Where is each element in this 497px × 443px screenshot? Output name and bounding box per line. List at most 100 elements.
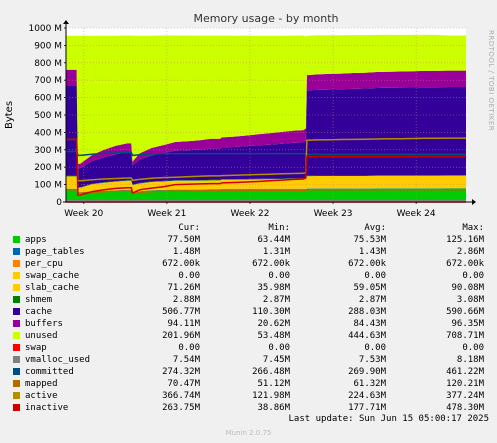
legend-min-value: 35.98M (257, 283, 290, 293)
legend-min-value: 2.87M (262, 295, 290, 305)
y-tick-label: 300 M (34, 146, 62, 156)
legend-min-value: 266.48M (252, 367, 290, 377)
legend-label: cache (25, 307, 53, 317)
legend-label: active (25, 391, 58, 401)
legend-max-value: 8.18M (456, 355, 484, 365)
legend-cur-value: 94.11M (167, 319, 200, 329)
legend-avg-value: 444.63M (348, 331, 386, 341)
legend-avg-value: 288.03M (348, 307, 386, 317)
legend-label: buffers (25, 319, 63, 329)
legend-avg-value: 224.63M (348, 391, 386, 401)
legend-avg-value: 84.43M (353, 319, 386, 329)
legend-min-value: 0.00 (268, 343, 290, 353)
legend-min-value: 63.44M (257, 235, 290, 245)
legend-max-value: 461.22M (446, 367, 484, 377)
y-tick-label: 600 M (34, 94, 62, 104)
legend-min-value: 20.62M (257, 319, 290, 329)
legend-row-apps: apps 77.50M 63.44M 75.53M 125.16M (10, 234, 490, 246)
chart-title: Memory usage - by month (193, 12, 338, 25)
header-avg: Avg: (364, 223, 386, 233)
legend-avg-value: 0.00 (364, 343, 386, 353)
legend-max-value: 2.86M (456, 247, 484, 257)
legend-cur-value: 1.48M (172, 247, 200, 257)
legend-label: per_cpu (25, 259, 63, 269)
legend-min-value: 51.12M (257, 379, 290, 389)
legend-row-page-tables: page_tables 1.48M 1.31M 1.43M 2.86M (10, 246, 490, 258)
legend-swatch (13, 320, 20, 327)
legend-avg-value: 59.05M (353, 283, 386, 293)
legend-avg-value: 269.90M (348, 367, 386, 377)
x-tick-label: Week 23 (314, 209, 353, 219)
legend-max-value: 590.66M (446, 307, 484, 317)
y-tick-label: 100 M (34, 181, 62, 191)
rrdtool-credit: RRDTOOL / TOBI OETIKER (487, 30, 495, 132)
legend-swatch (13, 404, 20, 411)
legend-min-value: 53.48M (257, 331, 290, 341)
legend-swatch (13, 296, 20, 303)
legend-max-value: 125.16M (446, 235, 484, 245)
legend-max-value: 96.35M (451, 319, 484, 329)
legend-avg-value: 61.32M (353, 379, 386, 389)
legend-min-value: 0.00 (268, 271, 290, 281)
legend-cur-value: 672.00k (162, 259, 200, 269)
legend-swatch (13, 344, 20, 351)
legend-row-buffers: buffers 94.11M 20.62M 84.43M 96.35M (10, 318, 490, 330)
legend-max-value: 377.24M (446, 391, 484, 401)
legend-swatch (13, 380, 20, 387)
legend-min-value: 7.45M (262, 355, 290, 365)
y-tick-label: 0 (56, 198, 62, 208)
legend-cur-value: 274.32M (162, 367, 200, 377)
legend-cur-value: 70.47M (167, 379, 200, 389)
legend-min-value: 672.00k (252, 259, 290, 269)
header-max: Max: (462, 223, 484, 233)
legend-row-swap-cache: swap_cache 0.00 0.00 0.00 0.00 (10, 270, 490, 282)
legend-swatch (13, 392, 20, 399)
legend-label: vmalloc_used (25, 355, 91, 365)
legend-label: swap_cache (25, 271, 80, 281)
legend-cur-value: 263.75M (162, 403, 200, 413)
legend-max-value: 0.00 (462, 271, 484, 281)
legend-row-vmalloc-used: vmalloc_used 7.54M 7.45M 7.53M 8.18M (10, 354, 490, 366)
line-active (66, 137, 466, 182)
legend-cur-value: 0.00 (178, 343, 200, 353)
legend-cur-value: 2.88M (172, 295, 200, 305)
y-axis-arrow (63, 20, 69, 24)
legend-swatch (13, 332, 20, 339)
legend-label: shmem (25, 295, 53, 305)
legend-row-inactive: inactive 263.75M 38.86M 177.71M 478.30M (10, 402, 490, 414)
legend-cur-value: 366.74M (162, 391, 200, 401)
legend-avg-value: 75.53M (353, 235, 386, 245)
x-axis-arrow (472, 199, 476, 205)
y-tick-label: 800 M (34, 59, 62, 69)
line-mapped (66, 188, 466, 194)
legend-cur-value: 0.00 (178, 271, 200, 281)
legend-row-per-cpu: per_cpu 672.00k 672.00k 672.00k 672.00k (10, 258, 490, 270)
x-tick-label: Week 20 (64, 209, 103, 219)
legend-row-cache: cache 506.77M 110.30M 288.03M 590.66M (10, 306, 490, 318)
legend-swatch (13, 260, 20, 267)
legend-max-value: 708.71M (446, 331, 484, 341)
last-update: Last update: Sun Jun 15 05:00:17 2025 (288, 414, 489, 424)
legend-label: committed (25, 367, 74, 377)
legend-max-value: 672.00k (446, 259, 484, 269)
legend-label: mapped (25, 379, 58, 389)
y-tick-label: 200 M (34, 163, 62, 173)
legend-min-value: 110.30M (252, 307, 290, 317)
legend-table: Cur: Min: Avg: Max: apps 77.50M 63.44M 75.5… (10, 222, 490, 414)
legend-label: swap (25, 343, 47, 353)
legend-avg-value: 672.00k (348, 259, 386, 269)
legend-avg-value: 2.87M (358, 295, 386, 305)
y-axis-label: Bytes (4, 101, 15, 129)
x-tick-label: Week 21 (147, 209, 186, 219)
legend-avg-value: 0.00 (364, 271, 386, 281)
legend-swatch (13, 368, 20, 375)
legend-min-value: 121.98M (252, 391, 290, 401)
legend-avg-value: 1.43M (358, 247, 386, 257)
header-min: Min: (268, 223, 290, 233)
area-per-cpu (66, 188, 466, 195)
area-slab-cache (66, 175, 466, 195)
area-cache (66, 85, 466, 188)
line-inactive (66, 138, 466, 196)
legend-min-value: 38.86M (257, 403, 290, 413)
y-tick-label: 400 M (34, 128, 62, 138)
